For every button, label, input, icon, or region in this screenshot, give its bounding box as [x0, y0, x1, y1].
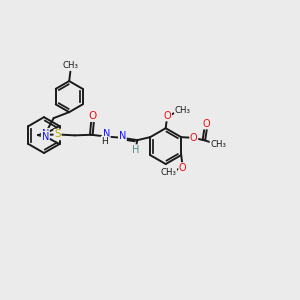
Text: CH₃: CH₃ — [175, 106, 191, 115]
Text: N: N — [119, 131, 126, 141]
Text: O: O — [164, 111, 171, 121]
Text: N: N — [42, 129, 49, 139]
Text: O: O — [89, 111, 97, 121]
Text: O: O — [190, 133, 198, 143]
Text: methyl: methyl — [178, 110, 183, 111]
Text: CH₃: CH₃ — [210, 140, 226, 149]
Text: CH₃: CH₃ — [160, 169, 176, 178]
Text: methyl_stub: methyl_stub — [178, 110, 186, 111]
Text: H: H — [101, 136, 108, 146]
Text: H: H — [132, 145, 140, 155]
Text: N: N — [103, 130, 110, 140]
Text: O: O — [179, 163, 187, 173]
Text: CH₃: CH₃ — [63, 61, 79, 70]
Text: O: O — [202, 119, 210, 129]
Text: N: N — [42, 131, 49, 142]
Text: S: S — [54, 130, 61, 140]
